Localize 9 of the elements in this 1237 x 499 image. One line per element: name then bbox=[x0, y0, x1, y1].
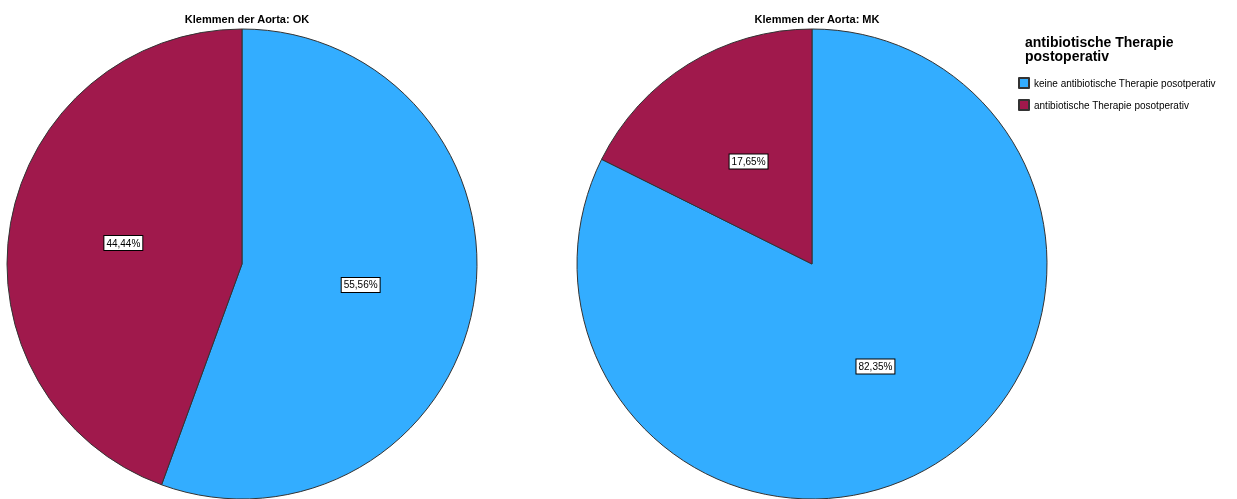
data-label: 17,65% bbox=[731, 156, 766, 168]
data-label: 44,44% bbox=[106, 237, 141, 249]
legend-label: antibiotische Therapie posotperativ bbox=[1034, 99, 1189, 111]
data-label: 82,35% bbox=[858, 360, 893, 372]
chart-title: Klemmen der Aorta: MK bbox=[754, 12, 880, 25]
legend-title: antibiotische Therapie postoperativ bbox=[1025, 34, 1178, 64]
data-label: 55,56% bbox=[343, 279, 378, 291]
legend-label: keine antibiotische Therapie posotperativ bbox=[1034, 77, 1216, 89]
chart-title: Klemmen der Aorta: OK bbox=[184, 12, 310, 25]
